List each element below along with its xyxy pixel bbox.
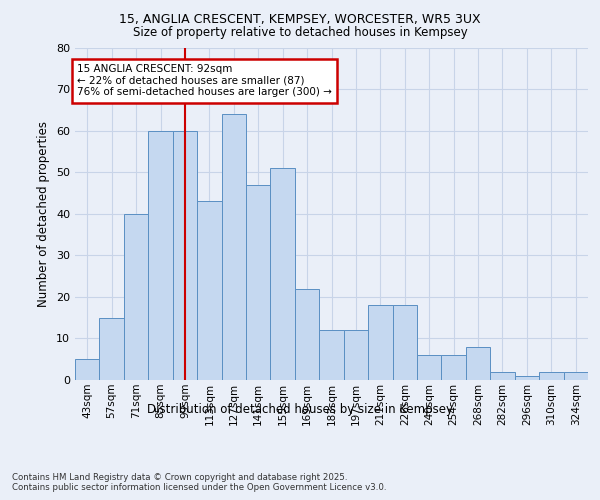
Text: Contains public sector information licensed under the Open Government Licence v3: Contains public sector information licen… [12,484,386,492]
Bar [344,330,368,380]
Y-axis label: Number of detached properties: Number of detached properties [37,120,50,306]
Bar [173,130,197,380]
Bar [319,330,344,380]
Text: 15 ANGLIA CRESCENT: 92sqm
← 22% of detached houses are smaller (87)
76% of semi-: 15 ANGLIA CRESCENT: 92sqm ← 22% of detac… [77,64,332,98]
Bar [148,130,173,380]
Bar [466,347,490,380]
Bar [75,359,100,380]
Bar [368,305,392,380]
Text: Distribution of detached houses by size in Kempsey: Distribution of detached houses by size … [147,402,453,415]
Bar [490,372,515,380]
Text: Contains HM Land Registry data © Crown copyright and database right 2025.: Contains HM Land Registry data © Crown c… [12,472,347,482]
Bar [197,202,221,380]
Bar [124,214,148,380]
Bar [539,372,563,380]
Bar [515,376,539,380]
Bar [246,184,271,380]
Bar [295,288,319,380]
Bar [563,372,588,380]
Bar [221,114,246,380]
Bar [271,168,295,380]
Bar [392,305,417,380]
Text: Size of property relative to detached houses in Kempsey: Size of property relative to detached ho… [133,26,467,39]
Bar [417,355,442,380]
Bar [100,318,124,380]
Text: 15, ANGLIA CRESCENT, KEMPSEY, WORCESTER, WR5 3UX: 15, ANGLIA CRESCENT, KEMPSEY, WORCESTER,… [119,12,481,26]
Bar [442,355,466,380]
